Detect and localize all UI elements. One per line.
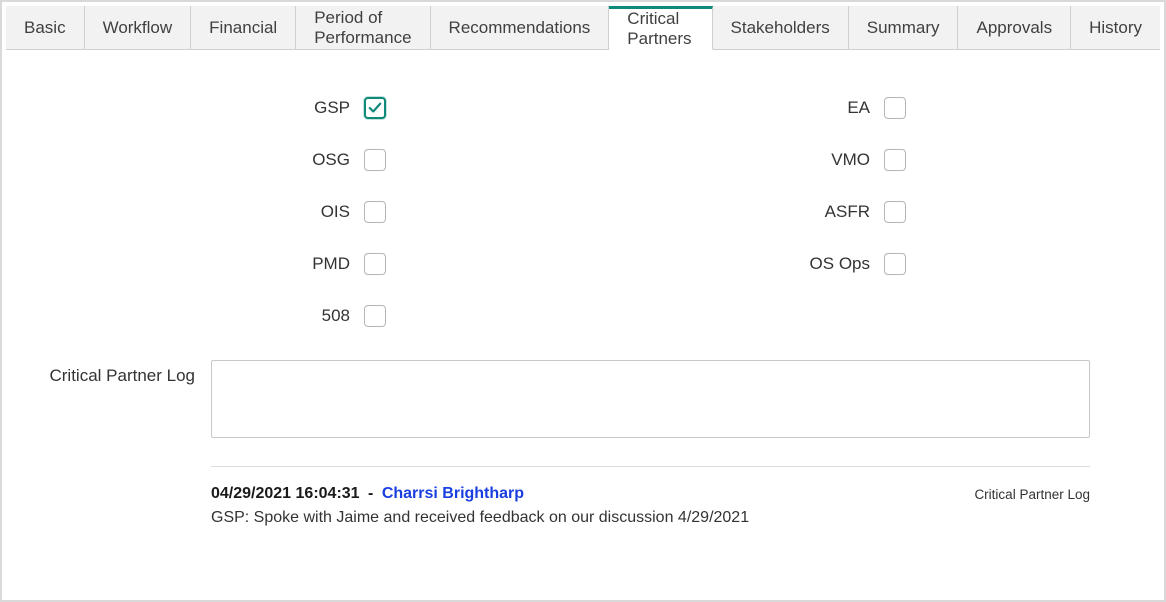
checkbox-osops[interactable] [884,253,906,275]
partner-row-ea: EA [646,82,906,134]
partner-row-osops: OS Ops [646,238,906,290]
tab-strip: Basic Workflow Financial Period of Perfo… [6,6,1160,50]
log-divider [211,466,1090,467]
partner-label-508: 508 [322,306,350,326]
tab-critical-partners[interactable]: Critical Partners [609,6,712,50]
checkbox-asfr[interactable] [884,201,906,223]
partner-row-gsp: GSP [126,82,386,134]
entry-header: 04/29/2021 16:04:31 - Charrsi Brightharp [211,485,1090,503]
entry-tag-label: Critical Partner Log [974,487,1090,502]
tab-period-of-performance[interactable]: Period of Performance [296,6,430,49]
partner-row-osg: OSG [126,134,386,186]
checkbox-vmo[interactable] [884,149,906,171]
checkbox-ois[interactable] [364,201,386,223]
checkbox-508[interactable] [364,305,386,327]
checkbox-gsp[interactable] [364,97,386,119]
partner-label-osops: OS Ops [810,254,870,274]
tab-stakeholders[interactable]: Stakeholders [713,6,849,49]
partner-label-ea: EA [847,98,870,118]
app-frame: Basic Workflow Financial Period of Perfo… [0,0,1166,602]
critical-partners-panel: GSP EA OSG VMO [6,50,1160,596]
tab-financial[interactable]: Financial [191,6,296,49]
tab-recommendations[interactable]: Recommendations [431,6,610,49]
partner-label-gsp: GSP [314,98,350,118]
partner-row-asfr: ASFR [646,186,906,238]
tab-approvals[interactable]: Approvals [958,6,1071,49]
partner-row-ois: OIS [126,186,386,238]
partner-label-asfr: ASFR [825,202,870,222]
checkbox-pmd[interactable] [364,253,386,275]
tab-history[interactable]: History [1071,6,1160,49]
critical-partner-log-textarea[interactable] [211,360,1090,438]
entry-timestamp: 04/29/2021 16:04:31 [211,485,360,502]
partner-label-ois: OIS [321,202,350,222]
entry-separator: - [364,485,377,502]
entry-author[interactable]: Charrsi Brightharp [382,485,524,502]
partner-label-pmd: PMD [312,254,350,274]
partner-row-508: 508 [126,290,386,342]
partner-row-vmo: VMO [646,134,906,186]
tab-workflow[interactable]: Workflow [85,6,192,49]
checkbox-osg[interactable] [364,149,386,171]
entry-body: GSP: Spoke with Jaime and received feedb… [211,509,1090,527]
partner-label-vmo: VMO [831,150,870,170]
partners-grid: GSP EA OSG VMO [126,82,906,342]
log-entry: Critical Partner Log 04/29/2021 16:04:31… [211,485,1090,527]
log-label: Critical Partner Log [36,360,211,386]
check-icon [368,101,382,115]
tab-summary[interactable]: Summary [849,6,959,49]
partner-label-osg: OSG [312,150,350,170]
tab-basic[interactable]: Basic [6,6,85,49]
partner-row-pmd: PMD [126,238,386,290]
log-row: Critical Partner Log [36,360,1130,438]
checkbox-ea[interactable] [884,97,906,119]
